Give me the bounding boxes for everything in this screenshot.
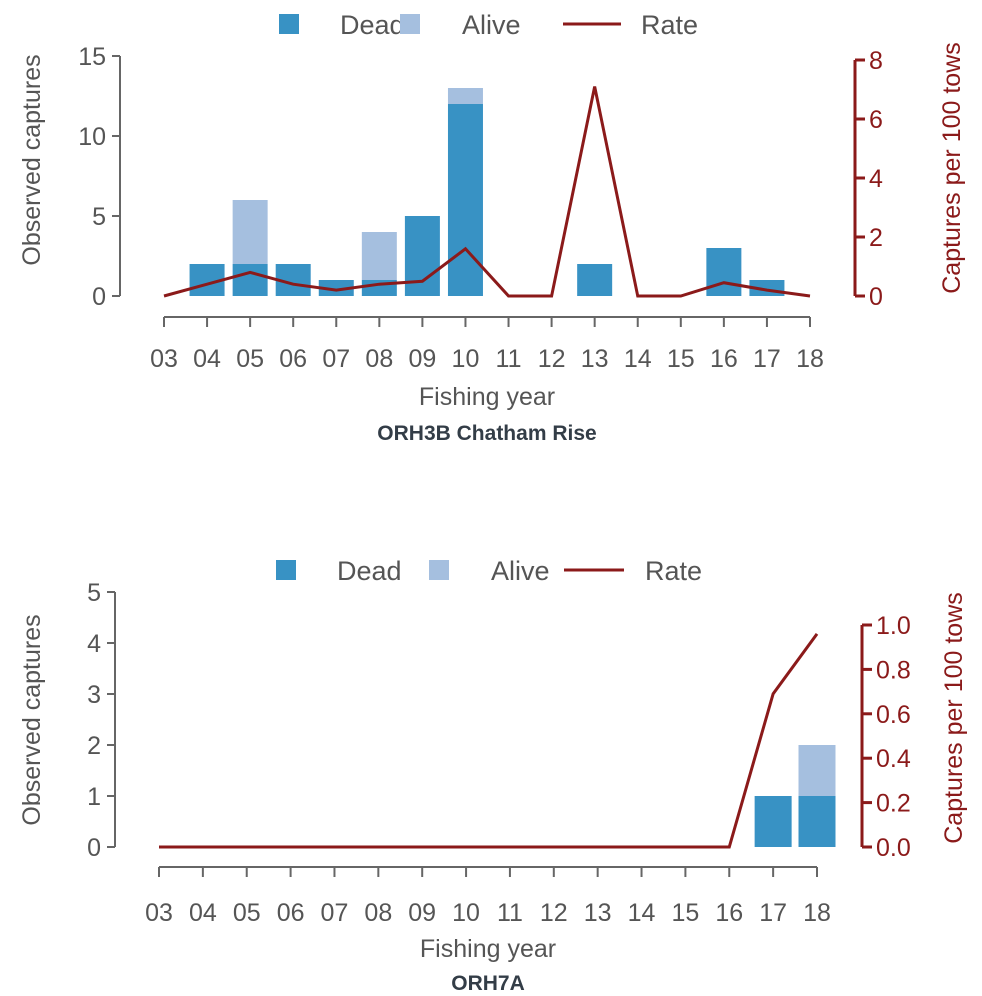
x-tick-label: 05 [236,345,264,373]
y2-tick-label: 0.4 [876,745,911,773]
x-tick-label: 15 [671,899,699,927]
x-tick-label: 08 [365,345,393,373]
y-tick-label: 0 [87,834,101,862]
x-tick-label: 10 [452,899,480,927]
x-tick-label: 17 [753,345,781,373]
x-tick-label: 10 [452,345,480,373]
legend-dead-label: Dead [337,556,402,586]
y2-tick-label: 8 [869,47,883,75]
legend-dead-swatch [279,14,299,34]
y-tick-label: 0 [92,283,106,311]
x-tick-label: 18 [803,899,831,927]
rate-line [163,86,811,298]
dead-bar-17 [754,796,792,847]
x-tick-label: 16 [715,899,743,927]
x-tick-label: 07 [321,899,349,927]
y2-tick-label: 0 [869,283,883,311]
y2-tick-label: 2 [869,224,883,252]
x-tick-label: 06 [277,899,305,927]
rate-line [159,632,819,849]
x-tick-label: 14 [624,345,652,373]
x-tick-label: 11 [496,345,522,373]
dead-bar-10 [447,104,483,296]
legend: Dead Alive Rate [279,10,698,40]
y-tick-label: 2 [87,732,101,760]
y2-axis-title: Captures per 100 tows [938,42,966,294]
x-tick-label: 12 [538,345,566,373]
y2-tick-label: 0.6 [876,701,911,729]
x-tick-label: 03 [145,899,173,927]
x-tick-label: 16 [710,345,738,373]
y2-tick-label: 1.0 [876,612,911,640]
dead-bar-18 [798,796,836,847]
y2-tick-label: 0.2 [876,790,911,818]
y2-tick-label: 4 [869,165,883,193]
x-tick-label: 03 [150,345,178,373]
y-tick-label: 15 [78,43,106,71]
x-axis-title: Fishing year [420,935,556,963]
x-tick-label: 14 [628,899,656,927]
alive-bar-05 [232,200,268,264]
x-tick-label: 04 [193,345,221,373]
y2-tick-label: 6 [869,106,883,134]
legend-rate-label: Rate [641,10,698,40]
y-tick-label: 10 [78,123,106,151]
legend-dead-label: Dead [340,10,405,40]
dead-bar-07 [318,280,354,296]
legend-alive-swatch [400,14,420,34]
x-tick-label: 15 [667,345,695,373]
y-tick-label: 4 [87,630,101,658]
y2-tick-label: 0.8 [876,656,911,684]
x-tick-label: 09 [408,899,436,927]
dead-bar-05 [232,264,268,296]
panel-title: ORH3B Chatham Rise [377,422,596,445]
y-tick-label: 1 [87,783,101,811]
x-tick-label: 08 [364,899,392,927]
dead-bar-16 [706,248,742,296]
y2-tick-label: 0.0 [876,834,911,862]
x-tick-label: 17 [759,899,787,927]
x-tick-label: 06 [279,345,307,373]
x-tick-label: 18 [796,345,824,373]
x-axis-title: Fishing year [419,383,555,411]
x-tick-label: 13 [584,899,612,927]
legend-rate-label: Rate [645,556,702,586]
alive-bar-10 [447,88,483,104]
legend: Dead Alive Rate [276,556,702,586]
x-tick-label: 09 [408,345,436,373]
legend-alive-label: Alive [491,556,550,586]
x-tick-label: 04 [189,899,217,927]
x-tick-label: 11 [497,899,523,927]
dead-bar-13 [577,264,613,296]
alive-bar-08 [361,232,397,280]
y-axis-title: Observed captures [18,614,46,825]
legend-dead-swatch [276,560,296,580]
y-tick-label: 5 [92,203,106,231]
dead-bar-09 [404,216,440,296]
x-tick-label: 13 [581,345,609,373]
panel-title: ORH7A [451,972,525,995]
x-tick-label: 05 [233,899,261,927]
x-tick-label: 07 [322,345,350,373]
y-tick-label: 5 [87,579,101,607]
y-tick-label: 3 [87,681,101,709]
y2-axis-title: Captures per 100 tows [940,592,968,844]
legend-alive-swatch [429,560,449,580]
y-axis-title: Observed captures [18,54,46,265]
x-tick-label: 12 [540,899,568,927]
legend-alive-label: Alive [462,10,521,40]
alive-bar-18 [798,745,836,796]
